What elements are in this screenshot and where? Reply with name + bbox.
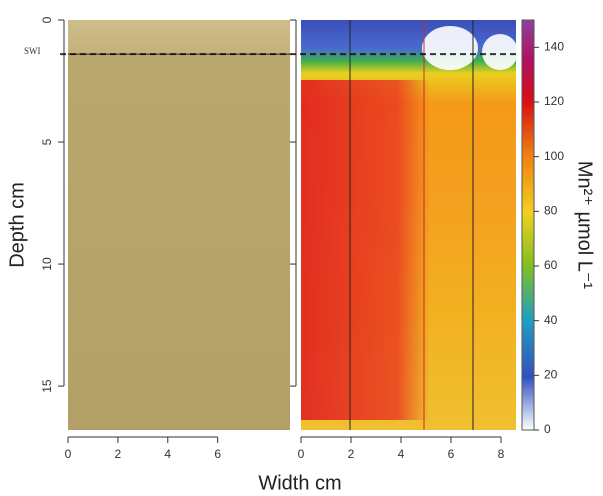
heatmap-high-zone	[301, 80, 516, 420]
colorbar-tick-label: 80	[544, 204, 558, 218]
x-tick-label: 4	[164, 447, 171, 461]
colorbar-tick-label: 140	[544, 40, 564, 54]
swi-label: SWI	[24, 46, 41, 56]
x-tick-label: 4	[398, 447, 405, 461]
x-axis-title: Width cm	[258, 472, 341, 494]
x-tick-label: 0	[65, 447, 72, 461]
heatmap-low-patch	[422, 26, 478, 70]
x-tick-label: 0	[298, 447, 305, 461]
y-tick-label: 0	[40, 16, 54, 23]
colorbar	[521, 19, 535, 431]
x-tick-label: 2	[348, 447, 355, 461]
colorbar-title: Mn²⁺ µmol L⁻¹	[574, 161, 596, 290]
colorbar-tick-label: 20	[544, 368, 558, 382]
x-tick-label: 6	[214, 447, 221, 461]
heatmap-low-patch	[482, 34, 518, 70]
colorbar-tick-label: 100	[544, 149, 564, 163]
x-tick-label: 2	[115, 447, 122, 461]
y-tick-label: 15	[40, 379, 54, 393]
colorbar-tick-label: 40	[544, 313, 558, 327]
y-tick-label: 5	[40, 138, 54, 145]
colorbar-tick-label: 0	[544, 422, 551, 436]
y-axis-title: Depth cm	[6, 182, 28, 268]
x-tick-label: 8	[498, 447, 505, 461]
colorbar-tick-label: 120	[544, 94, 564, 108]
colorbar-tick-label: 60	[544, 258, 558, 272]
y-tick-label: 10	[40, 257, 54, 271]
x-tick-label: 6	[448, 447, 455, 461]
core-photo	[68, 20, 290, 430]
